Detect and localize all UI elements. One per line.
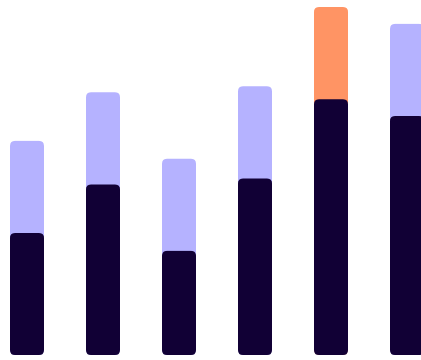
bar-base-segment (162, 250, 196, 355)
bar-base-segment (390, 116, 421, 355)
bar-base-segment (10, 233, 44, 355)
bar-base-segment (86, 184, 120, 355)
bars-layer (10, 6, 421, 356)
bar-base-segment (238, 178, 272, 355)
bar-base-segment (314, 99, 348, 356)
